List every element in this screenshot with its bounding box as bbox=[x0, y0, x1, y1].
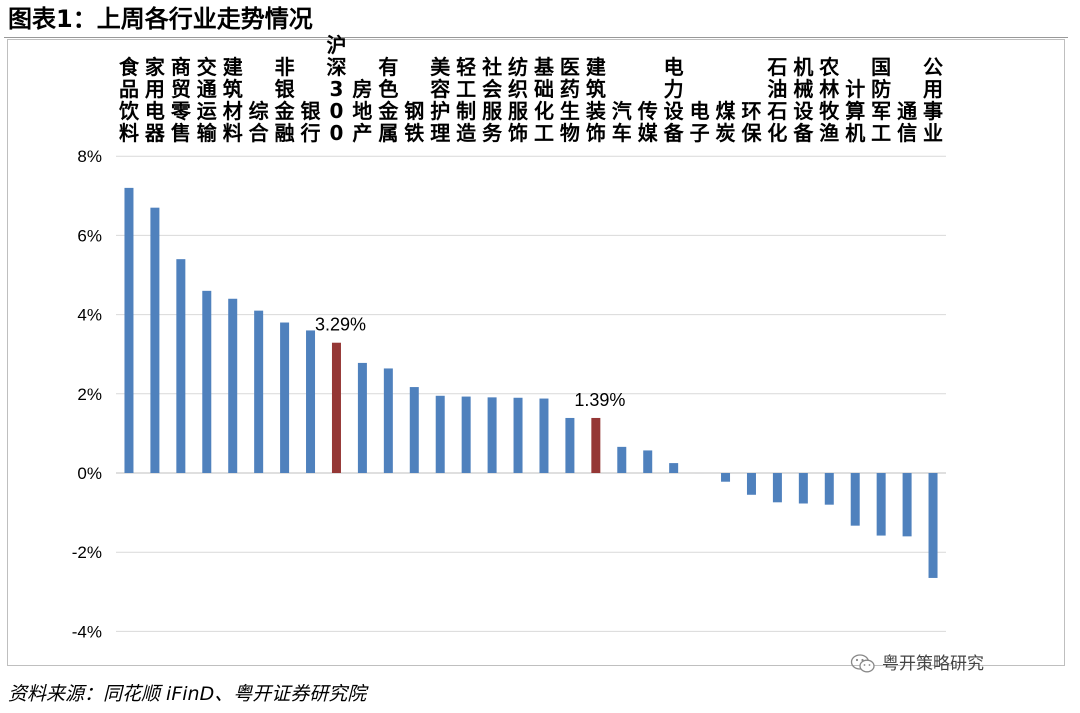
bar bbox=[357, 362, 367, 473]
bar bbox=[124, 187, 134, 473]
bar bbox=[591, 417, 601, 473]
chart-frame bbox=[7, 39, 1065, 666]
bar-chart: 8% 6% 4% 2% 0% -2% -4% 食品饮料家用电器商贸零售交通运输建筑材料综合非银… bbox=[72, 33, 946, 641]
bar bbox=[331, 342, 341, 473]
x-category-label: 综合 bbox=[249, 99, 270, 145]
y-tick-label: -4% bbox=[72, 622, 102, 641]
bar bbox=[928, 473, 938, 578]
y-tick-label: 0% bbox=[77, 464, 102, 483]
bar bbox=[643, 450, 653, 473]
y-tick-label: 6% bbox=[77, 226, 102, 245]
bar bbox=[280, 322, 290, 473]
x-category-label: 社会服务 bbox=[481, 55, 503, 145]
watermark-text: 粤开策略研究 bbox=[882, 654, 984, 674]
x-category-label: 美容护理 bbox=[430, 55, 451, 145]
y-tick-label: 2% bbox=[77, 385, 102, 404]
bar bbox=[876, 473, 886, 536]
data-label: 1.39% bbox=[574, 390, 625, 410]
title-divider bbox=[4, 37, 1068, 38]
bar bbox=[435, 395, 445, 473]
bar bbox=[902, 473, 912, 537]
x-category-label: 轻工制造 bbox=[456, 55, 477, 145]
data-label: 3.29% bbox=[315, 315, 366, 335]
x-category-label: 汽车 bbox=[612, 99, 632, 145]
x-category-label: 机械设备 bbox=[792, 55, 814, 145]
y-tick-label: 8% bbox=[77, 147, 102, 166]
bar bbox=[539, 398, 549, 473]
x-category-label: 非银金融 bbox=[274, 55, 296, 145]
x-category-label: 家用电器 bbox=[144, 55, 166, 145]
x-category-label: 交通运输 bbox=[197, 55, 218, 145]
x-category-label: 计算机 bbox=[845, 77, 865, 145]
x-category-label: 国防军工 bbox=[871, 55, 891, 145]
x-category-label: 农林牧渔 bbox=[818, 55, 840, 145]
x-category-label: 建筑装饰 bbox=[585, 55, 606, 145]
bar bbox=[254, 310, 264, 473]
x-category-label: 电力设备 bbox=[663, 55, 685, 145]
label-layer: 8% 6% 4% 2% 0% -2% -4% 食品饮料家用电器商贸零售交通运输建筑材料综合非银… bbox=[72, 33, 943, 641]
x-category-label: 环保 bbox=[740, 99, 762, 145]
bar bbox=[772, 473, 782, 503]
bar bbox=[228, 298, 238, 473]
chart-title: 图表1：上周各行业走势情况 bbox=[8, 5, 313, 33]
x-category-label: 纺织服饰 bbox=[508, 55, 529, 145]
bar bbox=[824, 473, 834, 505]
bar bbox=[513, 397, 523, 473]
x-category-label: 通信 bbox=[897, 99, 917, 145]
watermark: 粤开策略研究 bbox=[850, 650, 984, 678]
x-category-label: 传媒 bbox=[637, 99, 659, 145]
bar-layer bbox=[124, 187, 938, 578]
bar bbox=[306, 330, 316, 473]
y-tick-label: -2% bbox=[72, 543, 102, 562]
bar bbox=[669, 463, 679, 473]
x-category-label: 电子 bbox=[690, 99, 710, 145]
bar bbox=[461, 396, 471, 473]
bar bbox=[176, 259, 186, 473]
bar bbox=[565, 417, 575, 473]
bar bbox=[487, 397, 497, 473]
x-category-label: 公用事业 bbox=[923, 55, 943, 145]
bar bbox=[850, 473, 860, 526]
grid-layer bbox=[116, 155, 946, 632]
bar bbox=[617, 446, 627, 473]
bar bbox=[798, 473, 808, 504]
bar bbox=[202, 290, 212, 473]
x-category-label: 钢铁 bbox=[404, 99, 424, 145]
x-category-label: 商贸零售 bbox=[170, 55, 192, 145]
x-category-label: 房地产 bbox=[352, 77, 372, 145]
x-category-label: 基础化工 bbox=[534, 55, 555, 145]
x-category-label: 煤炭 bbox=[716, 99, 736, 145]
y-tick-label: 4% bbox=[77, 306, 102, 325]
x-category-label: 食品饮料 bbox=[118, 55, 140, 145]
bar bbox=[746, 473, 756, 495]
wechat-icon bbox=[850, 654, 875, 673]
source-note: 资料来源：同花顺 iFinD、粤开证券研究院 bbox=[8, 683, 367, 705]
x-category-label: 石油石化 bbox=[766, 55, 787, 145]
x-category-label: 银行 bbox=[300, 99, 322, 145]
x-category-label: 建筑材料 bbox=[223, 55, 243, 145]
bar bbox=[721, 473, 731, 482]
x-category-label: 沪深 3 0 0 bbox=[326, 33, 346, 145]
bar bbox=[383, 368, 393, 473]
x-category-label: 医药生物 bbox=[560, 55, 580, 145]
bar bbox=[150, 207, 160, 473]
bar bbox=[409, 387, 419, 473]
x-category-label: 有色金属 bbox=[377, 55, 399, 145]
